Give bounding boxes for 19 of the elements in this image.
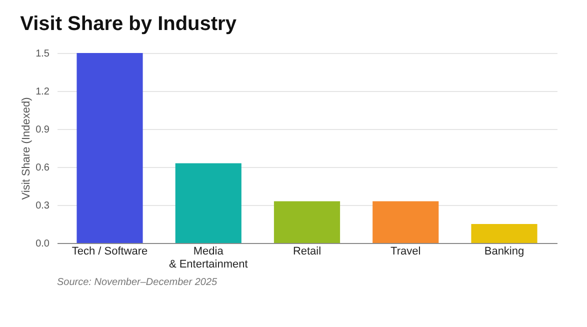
y-tick-label: 0.6 [36,162,50,174]
x-tick-label: Media & Entertainment [168,246,248,270]
y-tick-label: 1.5 [36,48,50,60]
y-tick-label: 0.3 [36,200,50,212]
bar [274,201,340,243]
x-tick-label: Travel [390,246,421,258]
chart-title: Visit Share by Industry [20,13,238,35]
source-note: Source: November–December 2025 [57,277,218,288]
y-tick-label: 0.9 [36,124,50,136]
y-axis-title: Visit Share (Indexed) [20,97,33,200]
bar [372,201,439,243]
bar [471,224,538,243]
y-tick-label: 1.2 [36,86,50,98]
bar [76,53,143,243]
x-tick-label: Tech / Software [72,246,148,258]
y-tick-label: 0.0 [36,238,50,250]
bar [175,163,242,243]
x-tick-label: Banking [484,246,524,258]
x-tick-label: Retail [292,246,322,258]
